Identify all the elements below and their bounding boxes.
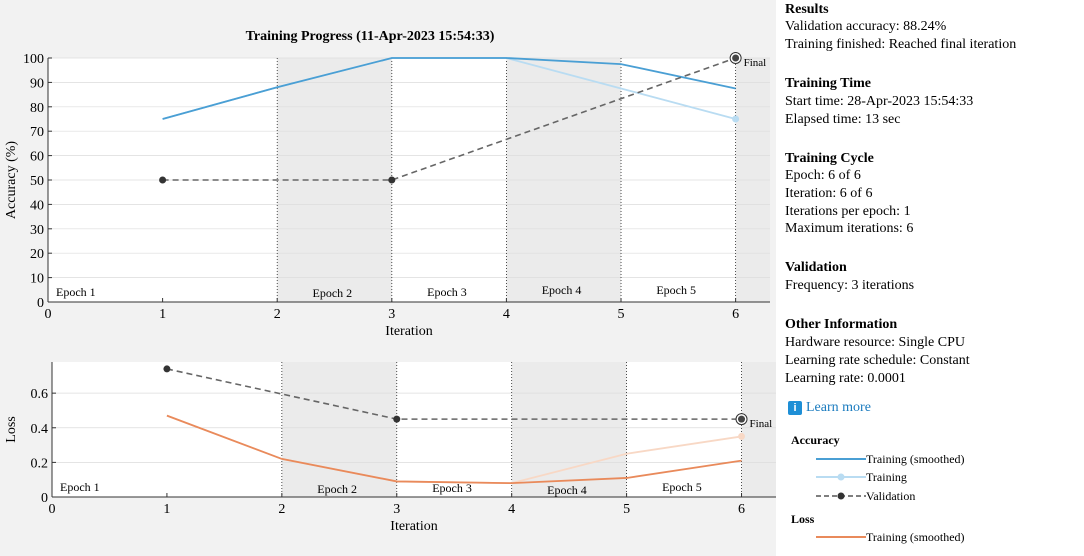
legend-acc-training-swatch (816, 473, 866, 481)
loss-epoch-label: Epoch 5 (662, 480, 702, 494)
validation-frequency-text: Frequency: 3 iterations (785, 278, 915, 293)
accuracy-y-tick-label: 60 (30, 150, 44, 165)
loss-y-axis-label: Loss (4, 416, 19, 442)
loss-x-tick-label: 6 (738, 502, 745, 517)
legend-loss-title: Loss (791, 512, 815, 526)
accuracy-y-tick-label: 0 (37, 296, 44, 311)
loss-y-tick-label: 0.4 (31, 422, 49, 437)
loss-epoch-band (741, 362, 776, 497)
accuracy-y-axis-label: Accuracy (%) (4, 141, 19, 219)
loss-series-training-smoothed (166, 414, 742, 485)
loss-chart: Epoch 1 Epoch 2 Epoch 3 Epoch 4 Epoch 5 0 0.2 0… (4, 362, 776, 534)
accuracy-x-tick-label: 0 (45, 307, 52, 322)
epoch-text: Epoch: 6 of 6 (785, 168, 861, 183)
accuracy-validation-point (388, 176, 396, 184)
accuracy-y-tick-label: 90 (30, 76, 44, 91)
loss-y-tick-label: 0.2 (31, 456, 49, 471)
accuracy-y-tick-label: 20 (30, 247, 44, 262)
info-icon: i (788, 401, 802, 415)
accuracy-x-tick-label: 5 (618, 307, 625, 322)
info-panel: Results Validation accuracy: 88.24% Trai… (776, 0, 1084, 556)
loss-x-tick-label: 5 (623, 502, 630, 517)
iteration-text: Iteration: 6 of 6 (785, 186, 873, 201)
other-information-title: Other Information (785, 317, 898, 332)
loss-epoch-label: Epoch 1 (60, 480, 100, 494)
loss-validation-point (738, 415, 746, 423)
accuracy-training-point (732, 115, 740, 123)
training-cycle-title: Training Cycle (785, 151, 874, 166)
accuracy-y-tick-label: 40 (30, 198, 44, 213)
elapsed-time-text: Elapsed time: 13 sec (785, 112, 901, 127)
loss-validation-point (393, 415, 401, 423)
accuracy-validation-point (732, 54, 740, 62)
accuracy-y-tick-label: 50 (30, 174, 44, 189)
accuracy-x-tick-label: 4 (503, 307, 510, 322)
loss-epoch-band (511, 362, 627, 497)
iterations-per-epoch-text: Iterations per epoch: 1 (785, 204, 911, 219)
validation-accuracy-text: Validation accuracy: 88.24% (785, 19, 947, 34)
training-time-title: Training Time (785, 76, 871, 91)
accuracy-chart: Epoch 1 Epoch 2 Epoch 3 Epoch 4 Epoch 501020… (4, 29, 770, 339)
legend-acc-smoothed-swatch (816, 458, 866, 460)
legend-loss-smoothed-label: Training (smoothed) (866, 530, 965, 544)
loss-validation-point (163, 365, 171, 373)
loss-epoch-label: Epoch 4 (547, 483, 587, 497)
accuracy-epoch-label: Epoch 5 (656, 283, 696, 297)
loss-x-tick-label: 2 (278, 502, 285, 517)
legend-loss-smoothed-swatch (816, 536, 866, 538)
loss-epoch-label: Epoch 3 (432, 481, 472, 495)
accuracy-epoch-label: Epoch 2 (313, 286, 353, 300)
accuracy-x-axis-label: Iteration (385, 324, 432, 339)
training-plots: Epoch 1 Epoch 2 Epoch 3 Epoch 4 Epoch 501020… (4, 29, 776, 534)
accuracy-final-label: Final (744, 57, 767, 69)
loss-epoch-label: Epoch 2 (317, 482, 357, 496)
legend-validation-label: Validation (866, 489, 916, 503)
legend-acc-smoothed-label: Training (smoothed) (866, 452, 965, 466)
loss-y-tick-label: 0.6 (31, 387, 49, 402)
accuracy-epoch-label: Epoch 4 (542, 283, 582, 297)
legend-accuracy-title: Accuracy (791, 433, 840, 447)
accuracy-epoch-label: Epoch 1 (56, 285, 96, 299)
loss-x-axis-label: Iteration (390, 519, 437, 534)
accuracy-epoch-label: Epoch 3 (427, 285, 467, 299)
legend-validation-swatch (816, 492, 866, 500)
accuracy-validation-point (159, 176, 167, 184)
legend: Accuracy Training (smoothed) Training Va… (782, 425, 972, 552)
accuracy-y-tick-label: 100 (23, 52, 44, 67)
maximum-iterations-text: Maximum iterations: 6 (785, 221, 914, 236)
learning-rate-schedule-text: Learning rate schedule: Constant (785, 353, 970, 368)
start-time-text: Start time: 28-Apr-2023 15:54:33 (785, 94, 974, 109)
accuracy-y-tick-label: 80 (30, 101, 44, 116)
loss-x-tick-label: 4 (508, 502, 515, 517)
accuracy-x-tick-label: 3 (388, 307, 395, 322)
accuracy-x-tick-label: 2 (274, 307, 281, 322)
validation-title: Validation (785, 260, 847, 275)
loss-training-point (738, 432, 746, 440)
loss-x-tick-label: 1 (163, 502, 170, 517)
training-finished-text: Training finished: Reached final iterati… (785, 37, 1017, 52)
legend-acc-training-label: Training (866, 470, 907, 484)
loss-final-label: Final (750, 418, 773, 430)
accuracy-y-tick-label: 30 (30, 223, 44, 238)
accuracy-series-training-smoothed (162, 57, 736, 120)
accuracy-x-tick-label: 1 (159, 307, 166, 322)
accuracy-y-tick-label: 10 (30, 272, 44, 287)
loss-epoch-band (281, 362, 397, 497)
accuracy-x-tick-label: 6 (732, 307, 739, 322)
learn-more-link[interactable]: i Learn more (788, 400, 871, 416)
loss-x-tick-label: 3 (393, 502, 400, 517)
learning-rate-text: Learning rate: 0.0001 (785, 371, 906, 386)
results-title: Results (785, 2, 829, 17)
accuracy-y-tick-label: 70 (30, 125, 44, 140)
loss-x-tick-label: 0 (49, 502, 56, 517)
loss-y-tick-label: 0 (41, 491, 48, 506)
accuracy-title: Training Progress (11-Apr-2023 15:54:33) (246, 29, 495, 44)
learn-more-label: Learn more (806, 400, 871, 415)
accuracy-series-validation (162, 57, 736, 181)
hardware-resource-text: Hardware resource: Single CPU (785, 335, 966, 350)
loss-plot-area (52, 362, 776, 497)
